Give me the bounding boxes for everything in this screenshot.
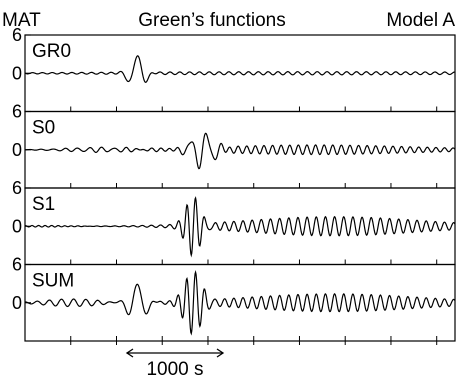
panel-label: S0 <box>32 118 55 139</box>
y-tick-label: 6 <box>12 255 22 275</box>
header-left-label: MAT <box>2 10 41 31</box>
waveform-trace <box>24 55 456 83</box>
y-tick-label: 0 <box>12 140 22 160</box>
panel-label: SUM <box>32 271 74 292</box>
waveform-trace <box>24 196 456 258</box>
time-scale-bar: 1000 s <box>125 348 225 379</box>
panel-label: GR0 <box>32 41 71 62</box>
header-title: Green’s functions <box>138 10 286 31</box>
scale-bar-label: 1000 s <box>146 359 203 379</box>
waveform-trace <box>24 132 456 170</box>
panel-label: S1 <box>32 194 55 215</box>
y-tick-label: 0 <box>12 216 22 236</box>
panels-group: 6 0 GR0 6 0 S0 6 0 S1 6 0 SUM <box>12 25 456 345</box>
scale-bar-right-arrow <box>216 348 225 358</box>
waveform-trace <box>24 269 456 336</box>
y-tick-label: 6 <box>12 178 22 198</box>
y-tick-label: 0 <box>12 293 22 313</box>
y-tick-label: 6 <box>12 102 22 122</box>
scale-bar-left-arrow <box>125 348 134 358</box>
y-tick-label: 6 <box>12 25 22 45</box>
header-right-label: Model A <box>386 10 455 31</box>
y-tick-label: 0 <box>12 63 22 83</box>
